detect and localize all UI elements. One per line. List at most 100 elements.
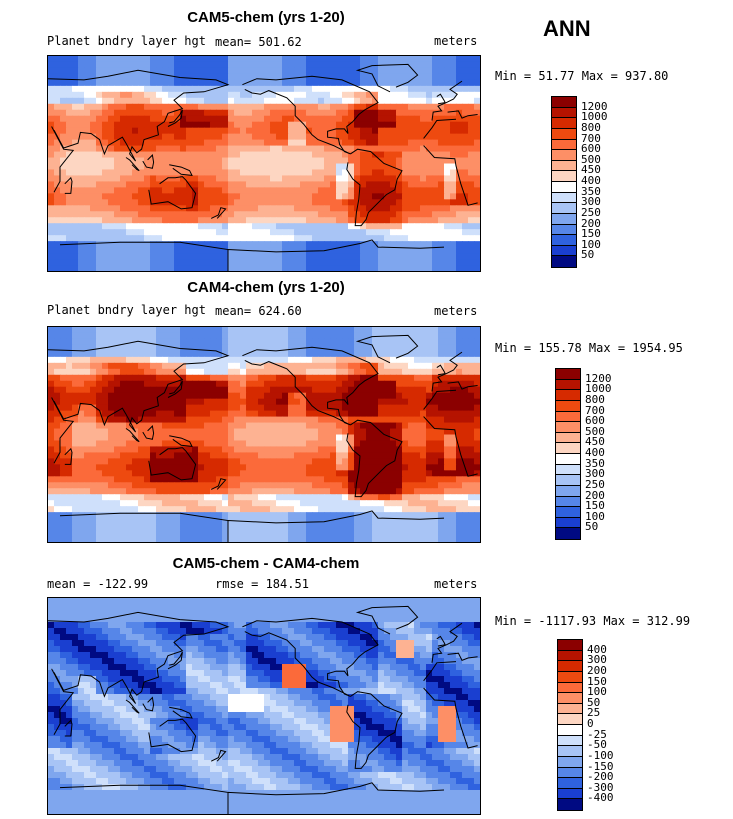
field-cell [144, 416, 151, 424]
field-cell [366, 518, 373, 525]
field-cell [138, 476, 145, 483]
field-cell [120, 332, 127, 340]
field-cell [324, 512, 331, 519]
field-cell [192, 73, 199, 81]
field-cell [174, 79, 181, 87]
field-cell [312, 356, 319, 364]
field-cell [258, 211, 265, 218]
field-cell [246, 223, 253, 230]
field-cell [348, 434, 355, 442]
field-cell [138, 452, 145, 459]
field-cell [324, 223, 331, 230]
field-cell [444, 103, 451, 111]
field-cell [174, 368, 181, 376]
field-cell [312, 61, 319, 69]
field-cell [336, 97, 343, 105]
field-cell [408, 398, 415, 406]
field-cell [450, 368, 457, 376]
field-cell [192, 392, 199, 400]
field-cell [198, 109, 205, 117]
field-cell [102, 181, 109, 188]
field-cell [378, 109, 385, 117]
field-cell [330, 482, 337, 489]
field-cell [108, 133, 115, 141]
field-cell [420, 350, 427, 358]
field-cell [474, 512, 480, 519]
field-cell [192, 374, 199, 382]
field-cell [414, 175, 421, 183]
field-cell [300, 512, 307, 519]
field-cell [378, 121, 385, 129]
field-cell [402, 344, 409, 352]
field-cell [48, 476, 55, 483]
field-cell [90, 223, 97, 230]
field-cell [90, 488, 97, 495]
field-cell [192, 356, 199, 364]
field-cell [270, 223, 277, 230]
field-cell [156, 416, 163, 424]
field-cell [228, 458, 235, 465]
field-cell [462, 139, 469, 147]
field-cell [54, 151, 61, 159]
field-cell [354, 67, 361, 75]
field-cell [312, 482, 319, 489]
field-cell [84, 327, 91, 334]
field-cell [168, 73, 175, 81]
field-cell [132, 145, 139, 153]
field-cell [210, 332, 217, 340]
field-cell [288, 91, 295, 99]
field-cell [150, 175, 157, 183]
field-cell [108, 151, 115, 159]
field-cell [366, 127, 373, 135]
field-cell [318, 494, 325, 501]
field-cell [294, 56, 301, 63]
field-cell [222, 109, 229, 117]
field-cell [216, 175, 223, 183]
field-cell [96, 211, 103, 218]
field-cell [72, 416, 79, 424]
field-cell [354, 428, 361, 436]
field-cell [90, 169, 97, 177]
field-cell [66, 416, 73, 424]
field-cell [390, 103, 397, 111]
field-cell [264, 145, 271, 153]
field-cell [48, 265, 55, 271]
field-cell [282, 127, 289, 135]
field-cell [276, 446, 283, 454]
field-cell [384, 506, 391, 513]
field-cell [126, 133, 133, 141]
field-cell [66, 247, 73, 254]
field-cell [354, 85, 361, 93]
units-label: meters [434, 34, 478, 48]
field-cell [222, 91, 229, 99]
field-cell [192, 488, 199, 495]
field-cell [318, 392, 325, 400]
field-cell [234, 392, 241, 400]
field-cell [462, 488, 469, 495]
field-cell [288, 458, 295, 465]
field-cell [204, 488, 211, 495]
field-cell [426, 362, 433, 370]
field-cell [438, 67, 445, 75]
field-cell [234, 181, 241, 188]
field-cell [438, 247, 445, 254]
field-cell [168, 404, 175, 412]
field-cell [390, 464, 397, 471]
field-cell [330, 199, 337, 206]
field-cell [72, 109, 79, 117]
field-cell [414, 187, 421, 194]
field-cell [216, 163, 223, 171]
field-cell [234, 464, 241, 471]
field-cell [330, 217, 337, 224]
field-cell [378, 169, 385, 177]
field-cell [330, 85, 337, 93]
field-cell [186, 500, 193, 507]
field-cell [468, 265, 475, 271]
field-cell [270, 67, 277, 75]
field-cell [444, 327, 451, 334]
field-cell [396, 175, 403, 183]
field-cell [210, 446, 217, 454]
field-cell [264, 356, 271, 364]
field-cell [360, 327, 367, 334]
field-cell [198, 368, 205, 376]
